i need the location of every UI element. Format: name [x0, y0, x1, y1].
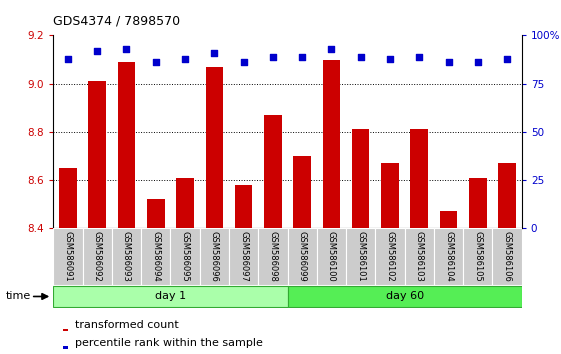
Point: [356, 54, 365, 59]
Bar: [293, 156, 311, 228]
Bar: [352, 130, 370, 228]
Point: [327, 46, 336, 52]
Point: [93, 48, 102, 54]
Text: GSM586094: GSM586094: [151, 231, 160, 282]
FancyBboxPatch shape: [258, 228, 287, 285]
Bar: [176, 178, 194, 228]
FancyBboxPatch shape: [200, 228, 229, 285]
Text: GSM586104: GSM586104: [444, 231, 453, 282]
FancyBboxPatch shape: [112, 228, 141, 285]
Point: [503, 56, 512, 61]
Text: GSM586100: GSM586100: [327, 231, 336, 282]
Bar: [235, 185, 252, 228]
Point: [473, 59, 482, 65]
FancyBboxPatch shape: [141, 228, 171, 285]
Point: [268, 54, 277, 59]
FancyBboxPatch shape: [287, 286, 522, 307]
Text: day 1: day 1: [155, 291, 186, 302]
Text: GSM586092: GSM586092: [93, 231, 102, 282]
Text: GSM586102: GSM586102: [385, 231, 394, 282]
Bar: [264, 115, 282, 228]
FancyBboxPatch shape: [229, 228, 258, 285]
FancyBboxPatch shape: [346, 228, 375, 285]
Text: GSM586105: GSM586105: [473, 231, 482, 282]
Point: [415, 54, 424, 59]
FancyBboxPatch shape: [53, 286, 287, 307]
Bar: [63, 329, 68, 331]
Text: GSM586096: GSM586096: [210, 231, 219, 282]
FancyBboxPatch shape: [287, 228, 317, 285]
Text: GSM586103: GSM586103: [415, 231, 424, 282]
Text: GSM586091: GSM586091: [63, 231, 72, 282]
Bar: [147, 199, 164, 228]
FancyBboxPatch shape: [493, 228, 522, 285]
Bar: [498, 163, 516, 228]
Bar: [118, 62, 135, 228]
Bar: [381, 163, 399, 228]
Text: GSM586106: GSM586106: [503, 231, 512, 282]
Bar: [411, 130, 428, 228]
FancyBboxPatch shape: [82, 228, 112, 285]
Text: GSM586097: GSM586097: [239, 231, 248, 282]
Bar: [59, 168, 77, 228]
FancyBboxPatch shape: [463, 228, 493, 285]
Point: [122, 46, 131, 52]
Text: GSM586093: GSM586093: [122, 231, 131, 282]
FancyBboxPatch shape: [171, 228, 200, 285]
Bar: [323, 59, 340, 228]
Point: [181, 56, 190, 61]
Text: GSM586098: GSM586098: [268, 231, 277, 282]
Text: transformed count: transformed count: [75, 320, 179, 330]
Text: day 60: day 60: [385, 291, 424, 302]
Text: GSM586101: GSM586101: [356, 231, 365, 282]
Point: [63, 56, 72, 61]
Point: [151, 59, 160, 65]
Point: [239, 59, 248, 65]
Bar: [89, 81, 106, 228]
Point: [444, 59, 453, 65]
Bar: [469, 178, 486, 228]
Point: [298, 54, 307, 59]
Point: [210, 50, 219, 56]
Text: GSM586095: GSM586095: [181, 231, 190, 282]
Text: time: time: [6, 291, 31, 302]
FancyBboxPatch shape: [404, 228, 434, 285]
Text: percentile rank within the sample: percentile rank within the sample: [75, 338, 263, 348]
FancyBboxPatch shape: [375, 228, 404, 285]
FancyBboxPatch shape: [317, 228, 346, 285]
Bar: [63, 347, 68, 349]
FancyBboxPatch shape: [434, 228, 463, 285]
FancyBboxPatch shape: [53, 228, 82, 285]
Text: GDS4374 / 7898570: GDS4374 / 7898570: [53, 14, 181, 27]
Text: GSM586099: GSM586099: [298, 231, 307, 282]
Point: [385, 56, 394, 61]
Bar: [205, 67, 223, 228]
Bar: [440, 211, 457, 228]
